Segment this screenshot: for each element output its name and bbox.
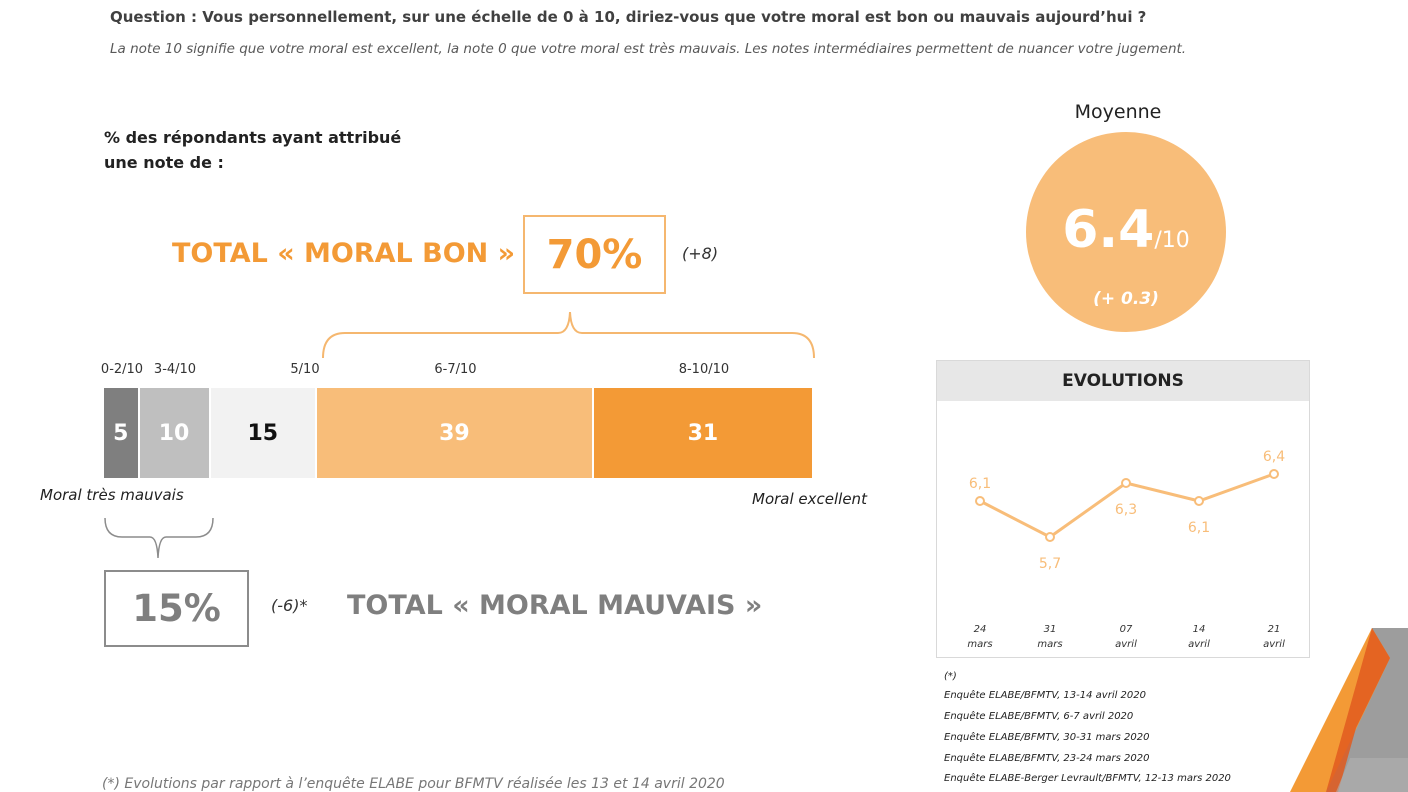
source-line: Enquête ELABE/BFMTV, 30-31 mars 2020 [944, 732, 1150, 743]
category-label: 3-4/10 [153, 362, 197, 377]
source-line: Enquête ELABE/BFMTV, 23-24 mars 2020 [944, 753, 1150, 764]
evolution-x-tick-label: 14 [1193, 624, 1206, 635]
evolution-point [975, 496, 985, 506]
evolutions-title: EVOLUTIONS [937, 361, 1309, 401]
bar-segment-5-10: 15 [210, 388, 315, 478]
brace-moral-mauvais [104, 517, 214, 559]
evolution-value-label: 6,1 [969, 476, 991, 492]
bar-segment-0-2-10: 5 [104, 388, 138, 478]
evolution-x-tick-label: avril [1263, 639, 1285, 650]
moyenne-number: 6.4 [1062, 200, 1155, 260]
bar-segment-3-4-10: 10 [139, 388, 209, 478]
evolution-value-label: 6,4 [1263, 449, 1285, 465]
evolution-point [1045, 532, 1055, 542]
elabe-logo [1290, 628, 1408, 792]
moyenne-label: Moyenne [1074, 101, 1162, 123]
evolution-x-tick-label: mars [967, 639, 992, 650]
source-line: Enquête ELABE/BFMTV, 13-14 avril 2020 [944, 690, 1147, 701]
scale-low-label: Moral très mauvais [40, 486, 184, 504]
evolution-x-tick-label: avril [1115, 639, 1137, 650]
evolution-value-label: 6,3 [1115, 502, 1137, 518]
footnote: (*) Evolutions par rapport à l’enquête E… [102, 776, 725, 792]
moyenne-value: 6.4/10 [1026, 200, 1226, 260]
evolutions-panel [936, 360, 1310, 658]
moyenne-change: (+ 0.3) [1093, 289, 1159, 309]
evolution-point [1194, 496, 1204, 506]
total-moral-mauvais-label: TOTAL « MORAL MAUVAIS » [347, 590, 763, 621]
total-moral-bon-change: (+8) [682, 244, 719, 263]
evolution-value-label: 5,7 [1039, 556, 1061, 572]
scale-high-label: Moral excellent [752, 490, 867, 508]
evolution-point [1269, 469, 1279, 479]
category-label: 0-2/10 [100, 362, 144, 377]
moyenne-circle [1026, 132, 1226, 332]
category-label: 5/10 [290, 362, 320, 377]
total-moral-mauvais-value: 15% [104, 570, 249, 647]
category-label: 6-7/10 [434, 362, 477, 377]
evolution-point [1121, 478, 1131, 488]
source-line: Enquête ELABE-Berger Levrault/BFMTV, 12-… [944, 773, 1231, 784]
respondents-label: % des répondants ayant attribué une note… [104, 128, 402, 172]
bar-segment-8-10-10: 31 [593, 388, 812, 478]
bar-segment-6-7-10: 39 [317, 388, 592, 478]
evolution-x-tick-label: avril [1188, 639, 1210, 650]
instruction-text: La note 10 signifie que votre moral est … [110, 41, 1187, 57]
evolution-x-tick-label: 31 [1044, 624, 1057, 635]
evolution-x-tick-label: 07 [1120, 624, 1133, 635]
total-moral-bon-value: 70% [523, 215, 666, 294]
source-line: Enquête ELABE/BFMTV, 6-7 avril 2020 [944, 711, 1134, 722]
evolution-value-label: 6,1 [1188, 520, 1210, 536]
category-label: 8-10/10 [678, 362, 730, 377]
brace-moral-bon [322, 311, 815, 359]
evolution-x-tick-label: mars [1037, 639, 1062, 650]
total-moral-bon-label: TOTAL « MORAL BON » [172, 238, 516, 269]
moyenne-unit: /10 [1154, 228, 1190, 253]
evolutions-line-chart: 6,1 24 mars 5,7 31 mars 6,3 07 avril 6,1 14 avril 6,… [967, 449, 1285, 650]
question-text: Question : Vous personnellement, sur une… [110, 8, 1147, 26]
evolution-x-tick-label: 21 [1268, 624, 1281, 635]
sources-marker: (*) [944, 671, 957, 682]
evolution-x-tick-label: 24 [974, 624, 987, 635]
total-moral-mauvais-change: (-6)* [271, 596, 308, 615]
